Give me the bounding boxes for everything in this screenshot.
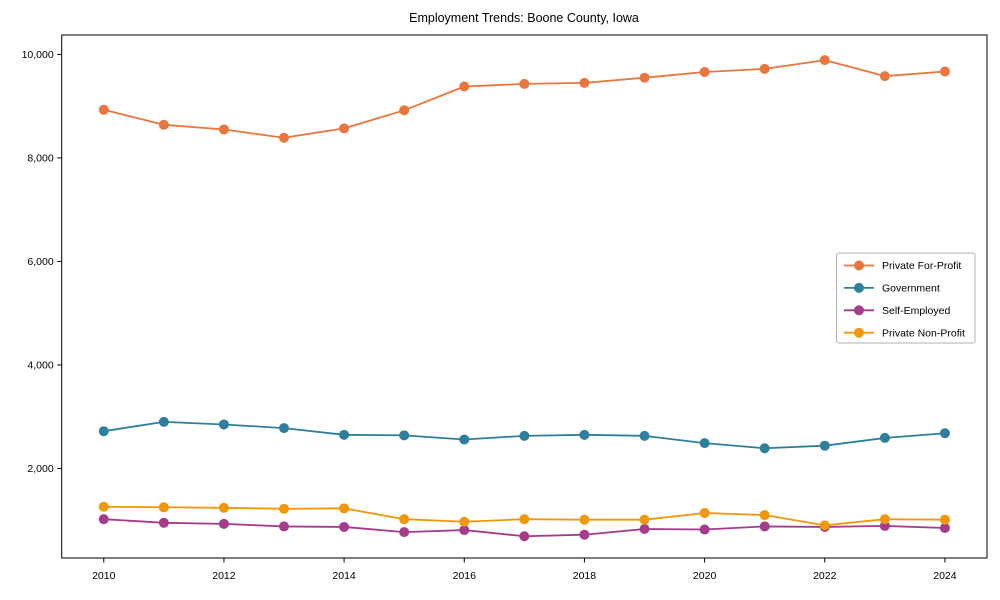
data-point-government-2011 bbox=[158, 416, 169, 427]
data-point-government-2022 bbox=[819, 440, 830, 451]
data-point-private-for-profit-2020 bbox=[699, 67, 710, 78]
data-point-government-2018 bbox=[579, 429, 590, 440]
data-point-self-employed-2021 bbox=[759, 521, 770, 532]
data-point-government-2012 bbox=[218, 419, 229, 430]
data-point-private-for-profit-2022 bbox=[819, 55, 830, 66]
data-point-government-2024 bbox=[939, 428, 950, 439]
data-point-government-2016 bbox=[459, 434, 470, 445]
data-point-private-non-profit-2015 bbox=[399, 514, 410, 525]
legend-marker-self-employed bbox=[854, 305, 864, 316]
data-point-private-non-profit-2018 bbox=[579, 514, 590, 525]
y-tick-label: 10,000 bbox=[22, 49, 54, 61]
data-point-private-for-profit-2023 bbox=[879, 71, 890, 82]
plot-border bbox=[61, 34, 988, 559]
data-point-private-non-profit-2012 bbox=[218, 502, 229, 513]
data-point-private-for-profit-2012 bbox=[218, 124, 229, 135]
y-tick-label: 2,000 bbox=[27, 463, 53, 475]
legend-label-self-employed: Self-Employed bbox=[882, 305, 950, 317]
legend-label-government: Government bbox=[882, 283, 940, 295]
x-tick-label: 2016 bbox=[453, 570, 477, 582]
data-point-private-for-profit-2017 bbox=[519, 78, 530, 89]
x-tick-label: 2014 bbox=[332, 570, 356, 582]
legend-box bbox=[836, 252, 976, 344]
data-point-self-employed-2019 bbox=[639, 524, 650, 535]
legend-marker-private-non-profit bbox=[854, 327, 864, 338]
x-tick-label: 2022 bbox=[813, 570, 837, 582]
data-point-private-non-profit-2019 bbox=[639, 514, 650, 525]
y-tick-label: 8,000 bbox=[27, 153, 53, 165]
data-point-government-2013 bbox=[279, 423, 290, 434]
data-point-private-for-profit-2018 bbox=[579, 77, 590, 88]
data-point-private-non-profit-2020 bbox=[699, 507, 710, 518]
x-tick-label: 2024 bbox=[933, 570, 957, 582]
data-point-government-2019 bbox=[639, 430, 650, 441]
data-point-private-non-profit-2010 bbox=[98, 501, 109, 512]
data-point-self-employed-2017 bbox=[519, 531, 530, 542]
y-tick-label: 6,000 bbox=[27, 256, 53, 268]
legend-label-private-for-profit: Private For-Profit bbox=[882, 260, 961, 272]
data-point-private-non-profit-2024 bbox=[939, 514, 950, 525]
data-point-self-employed-2010 bbox=[98, 514, 109, 525]
data-point-government-2010 bbox=[98, 426, 109, 437]
chart-title: Employment Trends: Boone County, Iowa bbox=[409, 11, 639, 25]
data-point-self-employed-2012 bbox=[218, 518, 229, 529]
data-point-government-2021 bbox=[759, 443, 770, 454]
data-point-private-for-profit-2019 bbox=[639, 72, 650, 83]
x-tick-label: 2010 bbox=[92, 570, 116, 582]
data-point-private-for-profit-2015 bbox=[399, 105, 410, 116]
data-point-government-2020 bbox=[699, 438, 710, 449]
data-point-self-employed-2011 bbox=[158, 517, 169, 528]
x-tick-label: 2012 bbox=[212, 570, 236, 582]
data-point-private-for-profit-2016 bbox=[459, 81, 470, 92]
data-point-private-non-profit-2017 bbox=[519, 514, 530, 525]
data-point-private-for-profit-2010 bbox=[98, 104, 109, 115]
data-point-private-non-profit-2013 bbox=[279, 503, 290, 514]
x-tick-label: 2018 bbox=[573, 570, 597, 582]
data-point-government-2023 bbox=[879, 432, 890, 443]
data-point-self-employed-2013 bbox=[279, 521, 290, 532]
data-point-private-non-profit-2023 bbox=[879, 514, 890, 525]
data-point-self-employed-2016 bbox=[459, 525, 470, 536]
x-tick-label: 2020 bbox=[693, 570, 717, 582]
data-point-self-employed-2014 bbox=[339, 521, 350, 532]
data-point-government-2017 bbox=[519, 430, 530, 441]
data-point-government-2015 bbox=[399, 430, 410, 441]
data-point-private-for-profit-2024 bbox=[939, 66, 950, 77]
data-point-government-2014 bbox=[339, 429, 350, 440]
legend-marker-private-for-profit bbox=[854, 260, 864, 271]
legend-marker-government bbox=[854, 282, 864, 293]
data-point-private-for-profit-2021 bbox=[759, 63, 770, 74]
data-point-private-non-profit-2014 bbox=[339, 503, 350, 514]
data-point-private-for-profit-2013 bbox=[279, 132, 290, 143]
data-point-private-for-profit-2014 bbox=[339, 123, 350, 134]
data-point-private-non-profit-2016 bbox=[459, 516, 470, 527]
data-point-private-for-profit-2011 bbox=[158, 119, 169, 130]
data-point-private-non-profit-2022 bbox=[819, 520, 830, 531]
data-point-private-non-profit-2021 bbox=[759, 510, 770, 521]
plot-area: 2,000 4,000 6,000 8,000 10,000 2010 2012 2014 20… bbox=[22, 34, 988, 582]
data-point-self-employed-2015 bbox=[399, 527, 410, 538]
data-point-self-employed-2024 bbox=[939, 522, 950, 533]
y-tick-label: 4,000 bbox=[27, 360, 53, 372]
data-point-self-employed-2020 bbox=[699, 524, 710, 535]
data-point-private-non-profit-2011 bbox=[158, 502, 169, 513]
legend-label-private-non-profit: Private Non-Profit bbox=[882, 327, 965, 339]
series-line-private-for-profit bbox=[102, 59, 946, 139]
data-point-self-employed-2018 bbox=[579, 529, 590, 540]
